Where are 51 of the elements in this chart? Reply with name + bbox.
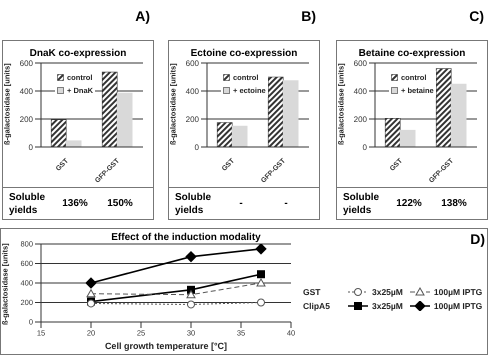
point [187, 300, 195, 308]
bar [450, 84, 466, 147]
text: GST [303, 287, 322, 297]
text: Soluble yields [175, 191, 212, 217]
text: 138% [440, 198, 468, 209]
y-tick-label: 400 [186, 86, 200, 96]
bar [116, 92, 132, 147]
y-tick-label: 600 [186, 58, 200, 68]
text: - [238, 198, 244, 209]
y-tick-label: 0 [194, 142, 200, 152]
y-tick-label: 400 [354, 86, 368, 96]
y-tick-label: 600 [20, 58, 34, 68]
chart-title: Betaine co-expression [358, 48, 466, 59]
bar [232, 126, 248, 147]
text: Soluble yields [343, 191, 380, 217]
legend-label: 100µM IPTG [434, 287, 482, 297]
text: C) [469, 8, 484, 24]
y-tick-label: 0 [362, 142, 368, 152]
bar [66, 140, 82, 147]
chart-title: Ectoine co-expression [190, 48, 298, 59]
point [186, 251, 196, 262]
point [86, 289, 96, 298]
legend-label: 100µM IPTG [434, 301, 482, 311]
chart-title: Effect of the induction modality [110, 232, 262, 243]
y-tick-label: 400 [20, 86, 34, 96]
chart-title: DnaK co-expression [28, 48, 128, 59]
point [86, 278, 96, 288]
y-tick-label: 200 [186, 114, 200, 124]
point [256, 244, 266, 254]
text: 150% [106, 198, 134, 209]
point [186, 290, 196, 298]
text: Soluble yields [9, 191, 46, 217]
text: 136% [61, 198, 89, 209]
text: 122% [395, 198, 423, 209]
point [257, 298, 265, 306]
text: D) [470, 231, 485, 247]
text: ClipA5 [303, 301, 331, 311]
point [257, 270, 265, 278]
y-tick-label: 600 [354, 58, 368, 68]
bar [400, 130, 416, 147]
bar [282, 80, 298, 147]
legend-label: 3x25µM [372, 301, 403, 311]
y-tick-label: 200 [354, 114, 368, 124]
text: B) [301, 8, 316, 24]
x-axis-title: Cell growth temperature [°C] [104, 341, 228, 351]
y-tick-label: 0 [28, 142, 34, 152]
point [256, 278, 266, 286]
y-tick-label: 200 [20, 114, 34, 124]
text: A) [135, 8, 150, 24]
legend-label: 3x25µM [372, 287, 403, 297]
text: - [283, 198, 289, 209]
